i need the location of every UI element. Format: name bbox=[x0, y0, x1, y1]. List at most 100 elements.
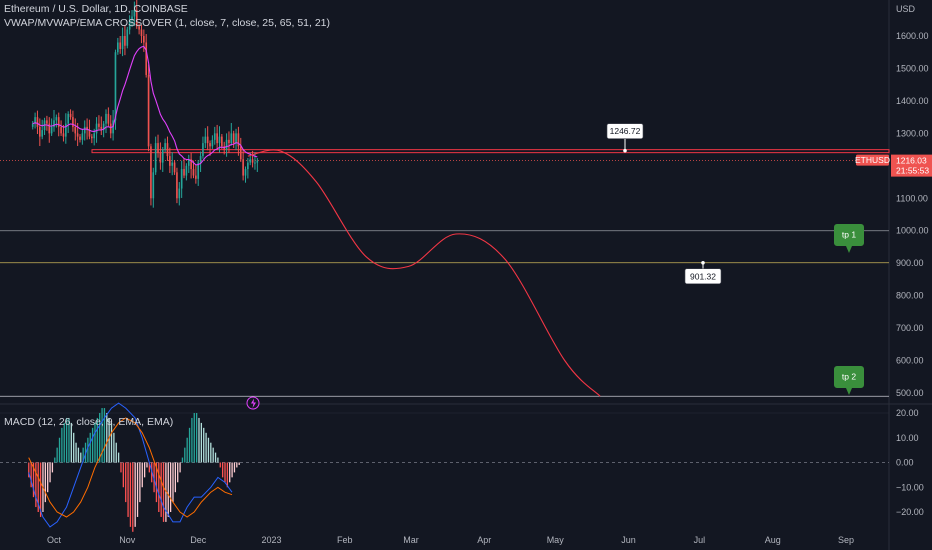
candle-body bbox=[190, 159, 192, 170]
time-axis-label: Jul bbox=[694, 535, 706, 545]
candle-body bbox=[206, 136, 209, 144]
target-label[interactable]: 901.32 bbox=[690, 271, 716, 281]
macd-histogram-bar bbox=[217, 457, 219, 463]
ticker-badge bbox=[856, 154, 889, 166]
axes-layer: USD 1600.00 1500.00 1400.00 1300.00 1100.00 10… bbox=[47, 4, 929, 545]
candle-body bbox=[221, 136, 223, 147]
time-axis-label: Mar bbox=[403, 535, 419, 545]
macd-histogram-bar bbox=[82, 447, 84, 463]
forecast-curve[interactable] bbox=[247, 149, 601, 397]
candle-body bbox=[228, 139, 230, 144]
macd-histogram-bar bbox=[136, 462, 139, 517]
candle-body bbox=[166, 143, 169, 157]
macd-histogram-bar bbox=[115, 442, 117, 463]
candle-body bbox=[50, 126, 53, 134]
macd-histogram-bar bbox=[87, 437, 89, 463]
signal-line bbox=[28, 417, 233, 518]
candle-body bbox=[232, 133, 235, 144]
resistance-label-box[interactable] bbox=[606, 123, 644, 139]
candle-body bbox=[128, 19, 131, 30]
candle-body bbox=[76, 133, 79, 137]
candle-body bbox=[145, 42, 148, 75]
macd-histogram-bar bbox=[28, 462, 30, 478]
candle-body bbox=[131, 16, 133, 20]
macd-histogram-bar bbox=[148, 462, 150, 473]
tp2-label-flag[interactable] bbox=[834, 366, 864, 395]
macd-histogram-bar bbox=[238, 462, 240, 465]
candle-body bbox=[216, 133, 218, 144]
macd-histogram-bar bbox=[51, 462, 54, 473]
vwap-layer bbox=[32, 45, 258, 166]
macd-histogram-bar bbox=[32, 462, 35, 498]
macd-histogram-bar bbox=[35, 462, 37, 508]
symbol-title[interactable]: Ethereum / U.S. Dollar, 1D, COINBASE bbox=[4, 3, 188, 15]
tp1-label-flag[interactable] bbox=[834, 224, 864, 253]
candle-body bbox=[38, 126, 41, 137]
candle-body bbox=[119, 42, 122, 49]
overlays-layer[interactable]: 1246.72 901.32 tp 1 tp 2 ETHUSD 1216.0321:55:… bbox=[246, 123, 932, 410]
macd-histogram-bar bbox=[106, 413, 108, 463]
price-axis-tick: 1400.00 bbox=[896, 96, 929, 106]
forecast-layer[interactable] bbox=[247, 149, 601, 397]
candle-body bbox=[34, 117, 36, 124]
macd-axis-tick: −20.00 bbox=[896, 507, 924, 517]
macd-title[interactable]: MACD (12, 26, close, 9, EMA, EMA) bbox=[4, 416, 174, 428]
tp2-label[interactable]: tp 2 bbox=[842, 372, 856, 382]
candle-body bbox=[55, 117, 58, 121]
resistance-line[interactable] bbox=[91, 149, 890, 154]
candle-body bbox=[161, 149, 164, 163]
macd-histogram-bar bbox=[210, 442, 212, 463]
macd-histogram-bar bbox=[110, 422, 113, 463]
candle-body bbox=[117, 42, 119, 53]
macd-histogram-bar bbox=[167, 462, 169, 517]
candle-body bbox=[74, 126, 77, 134]
tp1-label[interactable]: tp 1 bbox=[842, 230, 856, 240]
candle-body bbox=[41, 130, 44, 137]
target-label-box[interactable] bbox=[684, 268, 722, 285]
candle-body bbox=[159, 152, 162, 163]
macd-axis-tick: 0.00 bbox=[896, 458, 914, 468]
candle-body bbox=[100, 126, 103, 131]
macd-histogram-bar bbox=[160, 462, 162, 517]
macd-histogram-bar bbox=[37, 462, 39, 512]
candle-body bbox=[171, 162, 174, 166]
candle-body bbox=[242, 159, 244, 176]
macd-axis-tick: 20.00 bbox=[896, 408, 919, 418]
time-axis-label: Jun bbox=[621, 535, 636, 545]
candle-body bbox=[185, 165, 188, 176]
horizontal-levels[interactable] bbox=[0, 149, 890, 397]
candle-body bbox=[251, 159, 254, 163]
macd-histogram-bar bbox=[103, 408, 106, 463]
resistance-label[interactable]: 1246.72 bbox=[610, 126, 641, 136]
indicator-title[interactable]: VWAP/MVWAP/EMA CROSSOVER (1, close, 7, c… bbox=[4, 17, 331, 29]
macd-histogram-bar bbox=[47, 462, 49, 493]
macd-histogram-bar bbox=[65, 417, 68, 463]
macd-histogram-bar bbox=[195, 413, 198, 463]
price-axis-currency: USD bbox=[896, 4, 916, 14]
candle-body bbox=[192, 169, 195, 176]
candle-body bbox=[197, 162, 200, 179]
candle-body bbox=[90, 136, 93, 139]
candle-body bbox=[79, 136, 81, 140]
price-axis-tick: 800.00 bbox=[896, 291, 924, 301]
macd-histogram-bar bbox=[44, 462, 46, 503]
candle-body bbox=[124, 36, 126, 46]
macd-histogram-bar bbox=[177, 462, 179, 483]
candle-body bbox=[202, 143, 204, 157]
macd-histogram-bar bbox=[61, 427, 63, 463]
candle-body bbox=[102, 123, 105, 131]
candle-body bbox=[105, 113, 107, 124]
macd-histogram-bar bbox=[108, 417, 110, 463]
candle-body bbox=[211, 139, 214, 147]
price-axis-tick: 500.00 bbox=[896, 388, 924, 398]
time-axis-label: May bbox=[547, 535, 565, 545]
macd-histogram-bar bbox=[229, 462, 231, 483]
time-axis-label: Aug bbox=[765, 535, 781, 545]
time-axis-label: Dec bbox=[190, 535, 207, 545]
macd-histogram-bar bbox=[153, 462, 155, 493]
macd-histogram-bar bbox=[181, 457, 184, 463]
macd-histogram-bar bbox=[146, 462, 148, 468]
vwap-line bbox=[32, 45, 258, 166]
